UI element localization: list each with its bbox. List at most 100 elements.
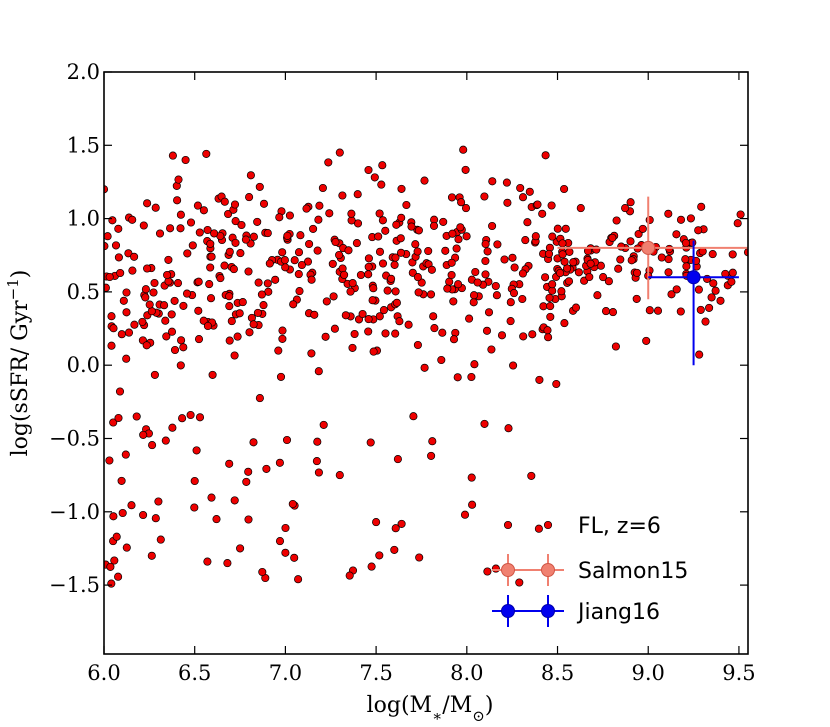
y-tick-label-0: 2.0 (67, 60, 100, 84)
fl-point-87 (199, 206, 208, 215)
fl-point-225 (179, 343, 188, 352)
fl-point-103 (645, 215, 654, 225)
legend-label-jiang16: Jiang16 (576, 600, 660, 625)
legend-marker-salmon15-1 (541, 563, 555, 577)
fl-point-253 (667, 290, 676, 299)
fl-point-262 (541, 273, 550, 282)
fl-point-305 (638, 224, 647, 233)
fl-point-106 (186, 218, 196, 227)
fl-point-426 (672, 285, 681, 294)
y-tick-label-5: −0.5 (49, 426, 100, 450)
fl-point-541 (114, 572, 123, 581)
fl-point-511 (163, 270, 172, 280)
fl-point-102 (367, 562, 376, 571)
fl-point-425 (404, 320, 413, 329)
fl-point-602 (586, 259, 595, 268)
ticks-layer: 6.0 6.5 7.0 7.5 8.0 8.5 9.0 9.5 2.0 1.5 1.0 0.5 0.0 −… (49, 60, 756, 685)
fl-point-209 (414, 288, 423, 297)
fl-point-136 (413, 340, 422, 350)
fl-point-555 (454, 235, 463, 244)
fl-point-325 (179, 301, 188, 310)
fl-point-144 (173, 196, 182, 205)
fl-point-608 (375, 551, 384, 560)
fl-point-587 (275, 213, 284, 222)
fl-point-474 (553, 224, 562, 233)
fl-point-38 (500, 255, 509, 264)
fl-point-407 (344, 246, 353, 255)
fl-point-264 (206, 263, 215, 272)
fl-point-493 (262, 464, 271, 473)
fl-point-384 (467, 473, 476, 482)
fl-point-527 (391, 524, 400, 533)
fl-point-640 (335, 471, 344, 480)
fl-point-341 (347, 216, 356, 225)
fl-point-304 (488, 221, 497, 231)
fl-point-604 (168, 423, 177, 432)
fl-point-99 (415, 553, 424, 562)
fl-point-326 (199, 316, 208, 325)
fl-point-462 (207, 252, 216, 261)
fl-point-454 (557, 287, 566, 296)
fl-point-415 (253, 217, 262, 226)
fl-point-163 (375, 209, 384, 218)
fl-point-400 (148, 441, 157, 450)
fl-point-531 (392, 220, 401, 229)
fl-point-522 (242, 477, 251, 486)
fl-point-317 (194, 277, 203, 286)
fl-point-483 (244, 515, 253, 524)
plot-frame (103, 71, 749, 655)
fl-point-263 (117, 476, 126, 485)
fl-point-354 (447, 193, 457, 202)
fl-point-629 (154, 497, 163, 506)
fl-point-383 (465, 314, 474, 323)
fl-point-637 (275, 537, 285, 546)
fl-point-507 (276, 372, 286, 381)
fl-point-594 (288, 499, 297, 509)
fl-point-433 (728, 250, 737, 259)
fl-point-312 (626, 237, 635, 246)
fl-point-375 (364, 254, 373, 263)
fl-point-107 (664, 209, 673, 218)
fl-point-254 (141, 285, 150, 294)
fl-point-318 (115, 387, 125, 396)
x-tick-label-3: 7.5 (359, 661, 392, 685)
fl-point-164 (407, 222, 416, 231)
fl-point-577 (733, 219, 742, 228)
fl-point-302 (449, 335, 459, 344)
fl-point-311 (686, 214, 695, 223)
jiang16-point-0 (686, 270, 701, 285)
fl-point-310 (571, 303, 581, 312)
fl-point-352 (176, 210, 185, 219)
fl-point-316 (130, 320, 139, 329)
fl-point-296 (468, 500, 477, 509)
fl-point-423 (255, 182, 264, 191)
fl-point-431 (107, 312, 116, 321)
fl-point-73 (697, 202, 706, 211)
fl-point-86 (254, 278, 263, 287)
fl-point-372 (397, 519, 406, 528)
fl-point-621 (104, 232, 112, 241)
fl-point-255 (249, 232, 258, 241)
fl-point-646 (504, 424, 513, 433)
fl-point-380 (190, 503, 199, 512)
fl-point-506 (194, 306, 203, 315)
fl-point-110 (341, 311, 350, 320)
fl-point-533 (271, 275, 280, 284)
fl-point-342 (167, 327, 177, 336)
fl-point-24 (487, 345, 496, 354)
fl-point-360 (289, 300, 298, 309)
fl-point-427 (708, 250, 717, 259)
fl-point-591 (676, 215, 686, 224)
fl-point-309 (244, 267, 253, 276)
fl-point-447 (515, 578, 524, 587)
fl-point-576 (310, 310, 319, 319)
fl-point-475 (664, 255, 673, 264)
fl-point-327 (518, 294, 527, 304)
fl-point-399 (338, 191, 347, 200)
fl-point-389 (497, 331, 507, 340)
fl-point-272 (353, 190, 362, 199)
fl-point-213 (437, 355, 446, 365)
fl-point-642 (390, 545, 399, 554)
fl-point-478 (492, 291, 501, 300)
fl-point-142 (383, 286, 392, 295)
